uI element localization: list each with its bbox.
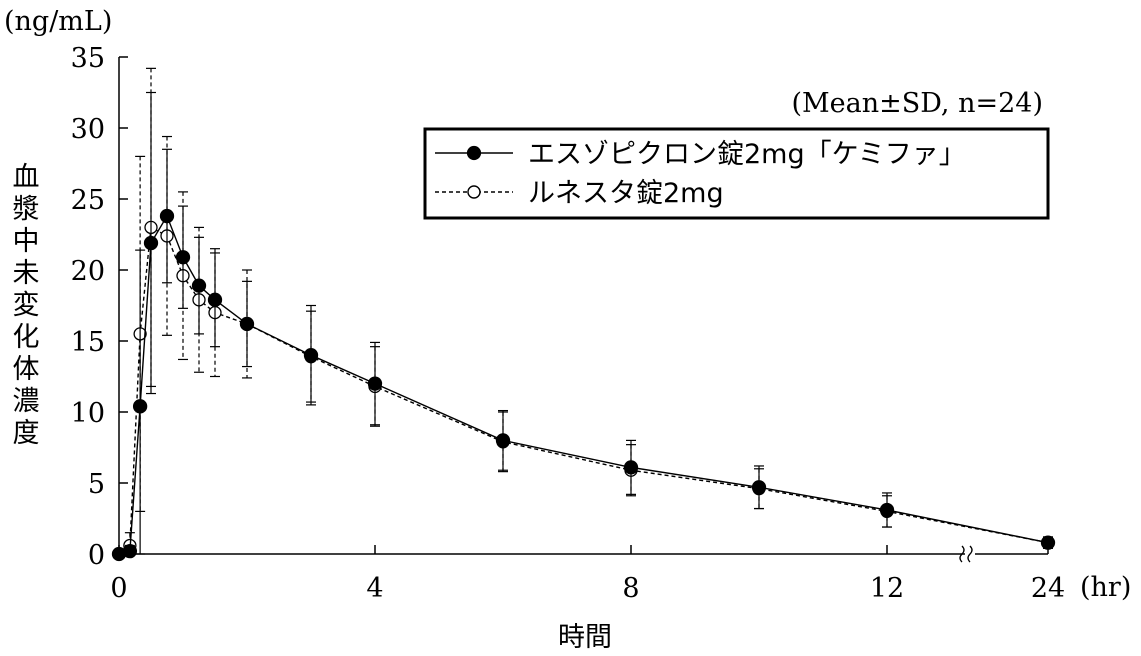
x-tick-label: 12	[870, 573, 904, 604]
series-line	[118, 214, 1049, 555]
data-point-filled	[207, 292, 223, 307]
data-point-filled	[239, 316, 255, 332]
data-point-filled	[751, 480, 767, 495]
y-tick-label: 35	[71, 43, 105, 74]
y-tick-label: 0	[88, 540, 105, 571]
data-point-filled	[175, 250, 191, 265]
series-line	[118, 226, 1049, 555]
y-tick-label: 30	[71, 114, 105, 145]
legend-item-reference: ルネスタ錠2mg	[435, 178, 724, 209]
y-unit-label: (ng/mL)	[4, 6, 112, 37]
x-tick-label: 0	[110, 573, 127, 604]
series-layer	[111, 67, 1056, 562]
annotation: (Mean±SD, n=24)	[791, 88, 1043, 119]
data-point-filled	[159, 208, 175, 224]
data-point-filled	[191, 278, 207, 293]
data-point-filled	[367, 376, 383, 391]
data-point-filled	[122, 544, 138, 559]
y-tick-label: 20	[71, 256, 105, 287]
y-tick-label: 15	[71, 327, 105, 358]
legend: エスゾピクロン錠2mg「ケミファ」 ルネスタ錠2mg	[423, 127, 1050, 220]
x-tick-label: 8	[622, 573, 639, 604]
x-unit-label: (hr)	[1080, 572, 1131, 603]
data-point-filled	[303, 348, 319, 363]
legend-label-test: エスゾピクロン錠2mg「ケミファ」	[528, 139, 966, 170]
y-tick-label: 10	[71, 398, 105, 429]
data-point-filled	[623, 460, 639, 475]
legend-label-reference: ルネスタ錠2mg	[528, 178, 724, 209]
series-test	[111, 91, 1056, 562]
error-bar	[178, 191, 188, 361]
y-tick-label: 5	[88, 469, 105, 500]
x-tick-label: 4	[366, 573, 383, 604]
y-tick-label: 25	[71, 185, 105, 216]
legend-marker-open	[467, 185, 481, 199]
x-tick-label: 24	[1031, 573, 1065, 604]
legend-marker-filled	[466, 145, 482, 161]
legend-item-test: エスゾピクロン錠2mg「ケミファ」	[435, 139, 966, 170]
data-point-filled	[879, 502, 895, 518]
data-point-filled	[1040, 535, 1056, 550]
axes: 0 5 10 15 20 25 30 35 0 4 8 12 24	[71, 43, 1066, 604]
x-axis-title: 時間	[558, 622, 612, 653]
data-point-filled	[495, 433, 511, 448]
x-axis-break-mark	[959, 545, 973, 563]
legend-box	[423, 127, 1050, 220]
y-axis-title: 血漿中未変化体濃度	[13, 162, 40, 449]
data-point-filled	[143, 235, 159, 251]
data-point-filled	[132, 399, 148, 414]
